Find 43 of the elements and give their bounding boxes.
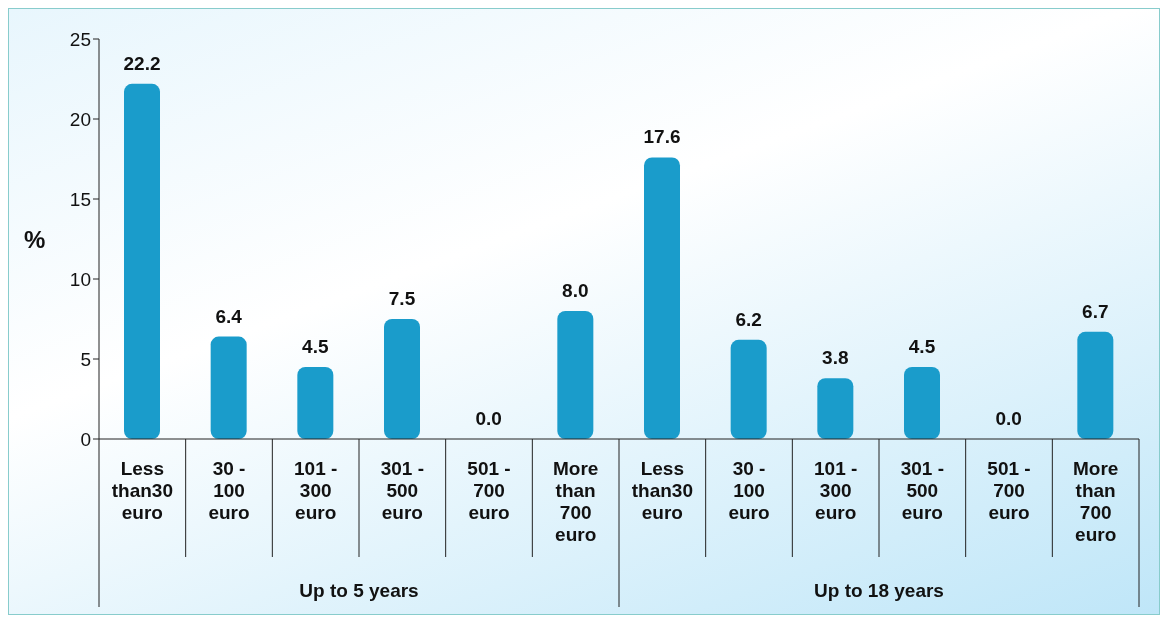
data-label: 6.7 [1082, 300, 1109, 322]
data-label: 22.2 [123, 52, 161, 74]
x-tick-label: Less than30 euro [111, 458, 173, 523]
bar [557, 311, 594, 439]
y-axis-title: % [24, 225, 46, 253]
y-tick-label: 5 [80, 348, 91, 370]
x-tick-label: 301 - 500 euro [900, 458, 944, 523]
bar [384, 319, 420, 439]
x-tick-label: More than 700 euro [552, 458, 599, 545]
x-tick-label: 30 - 100 euro [208, 458, 250, 523]
y-tick-label: 25 [69, 28, 91, 50]
x-tick-label: More than 700 euro [1072, 458, 1119, 545]
data-label: 8.0 [562, 280, 589, 301]
x-tick-label: 501 - 700 euro [467, 458, 511, 523]
bar [210, 336, 247, 439]
x-tick-label: Less than30 euro [631, 458, 693, 523]
y-tick-label: 0 [80, 428, 91, 450]
data-label: 4.5 [908, 336, 936, 357]
data-label: 4.5 [302, 336, 329, 357]
y-tick-label: 15 [69, 188, 91, 210]
x-tick-label: 501 - 700 euro [987, 458, 1031, 523]
bar [124, 83, 160, 439]
x-tick-label: 101 - 300 euro [814, 458, 858, 523]
bar [730, 339, 767, 439]
data-label: 3.8 [822, 347, 849, 369]
data-label: 6.4 [215, 305, 243, 327]
x-tick-label: 301 - 500 euro [380, 458, 424, 523]
bar [1077, 331, 1114, 439]
data-label: 0.0 [995, 408, 1022, 429]
data-label: 0.0 [475, 408, 502, 429]
bar [644, 157, 680, 439]
bar [904, 367, 940, 439]
y-tick-label: 10 [69, 268, 91, 290]
data-label: 6.2 [735, 308, 762, 330]
x-tick-label: 30 - 100 euro [728, 458, 770, 523]
data-label: 7.5 [388, 288, 416, 309]
bar [817, 378, 854, 439]
x-tick-label: 101 - 300 euro [294, 458, 338, 523]
text: Up to 5 years [299, 580, 419, 601]
text: Up to 18 years [814, 580, 944, 601]
y-tick-label: 20 [69, 108, 91, 130]
data-label: 17.6 [643, 126, 681, 148]
bar [297, 367, 334, 439]
